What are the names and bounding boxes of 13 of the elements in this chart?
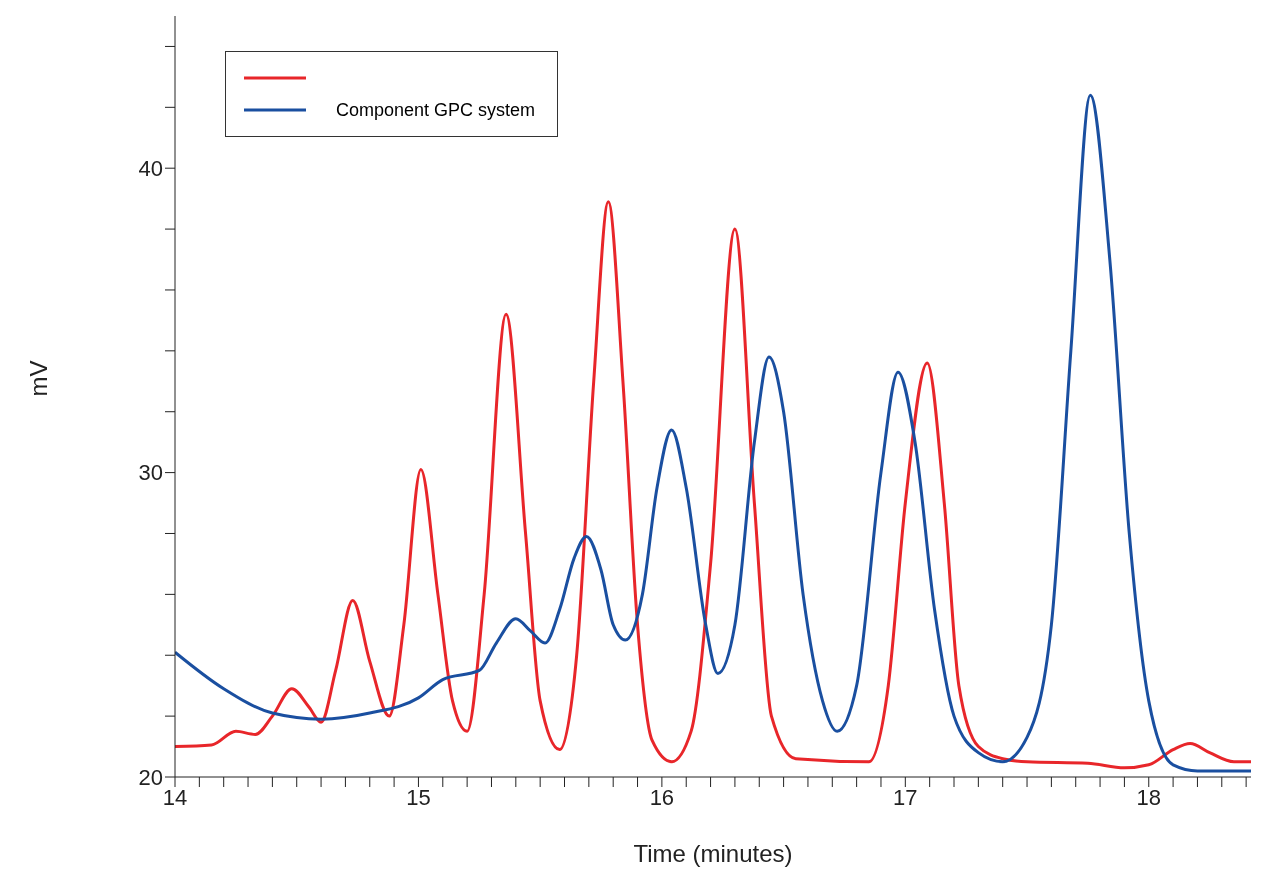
y-tick-label: 40	[138, 156, 163, 182]
line-series	[175, 200, 1251, 770]
x-tick-label: 17	[893, 784, 918, 810]
line-series	[175, 93, 1251, 773]
y-tick-label: 20	[138, 764, 163, 790]
legend-label: Component GPC system	[336, 99, 536, 121]
y-tick-label: 30	[138, 460, 163, 486]
y-axis-title: mV	[24, 360, 52, 397]
x-tick-label: 16	[649, 784, 675, 810]
x-tick-label: 14	[162, 784, 188, 810]
x-axis-title: Time (minutes)	[633, 840, 793, 867]
x-tick-label: 15	[406, 784, 431, 810]
x-tick-label: 18	[1136, 784, 1161, 810]
